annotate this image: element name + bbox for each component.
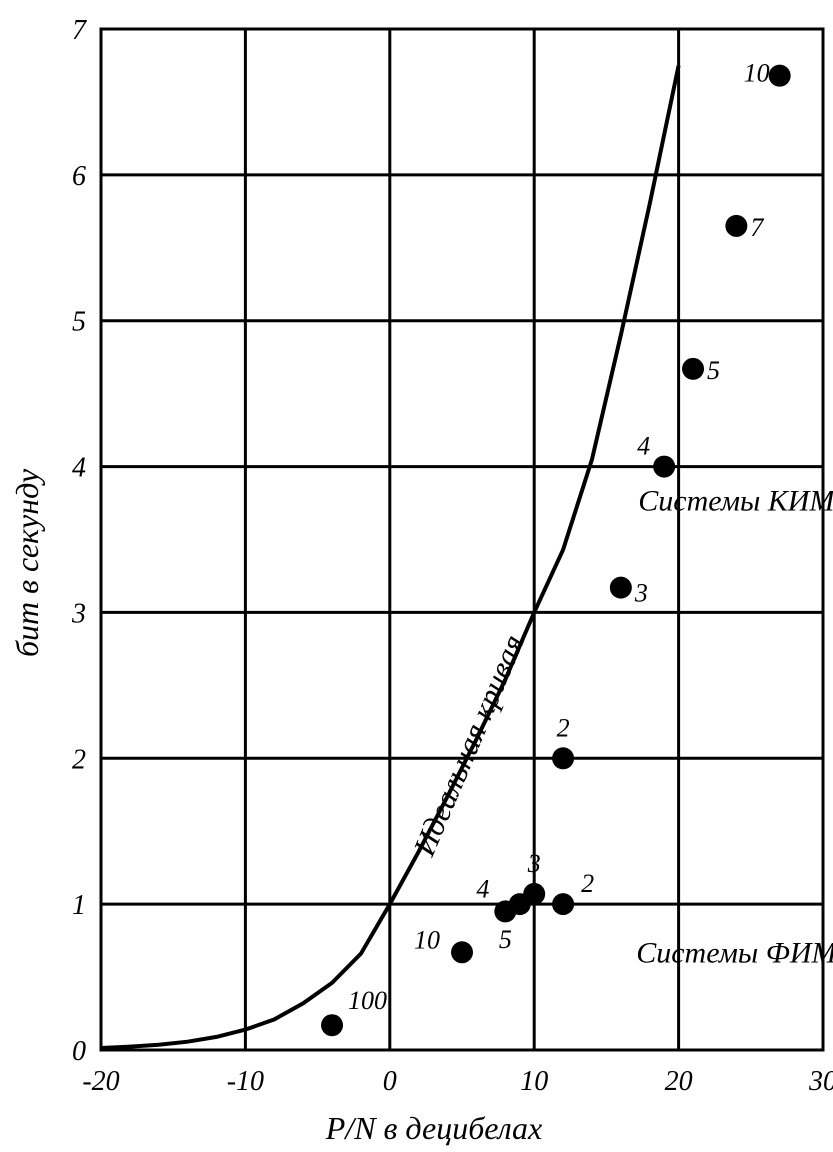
point-label: 5 [707,356,720,385]
data-point [552,893,575,916]
region-label: Системы ФИМ [636,936,833,969]
annotations: Системы КИМ Системы ФИМ 5 [499,484,833,969]
data-point [609,576,632,599]
y-tick-label: 7 [72,15,87,46]
point-label: 4 [476,874,489,903]
data-point [321,1014,344,1037]
y-axis-label: бит в секунду [9,468,45,657]
y-tick-label: 1 [72,890,86,921]
data-point [451,941,473,964]
data-point [768,64,791,87]
y-tick-label: 4 [72,453,86,484]
ideal-curve [100,65,681,1050]
point-label: 5 [499,925,512,954]
point-label: 3 [527,849,541,878]
grid [99,27,825,1052]
data-point [725,214,748,237]
data-point [494,900,517,923]
point-label: 3 [634,579,648,608]
point-label: 10 [414,925,440,954]
point-label: 2 [581,869,594,898]
x-tick-label: -20 [82,1066,119,1097]
y-tick-label: 6 [72,161,86,192]
x-tick-label: 20 [665,1066,693,1097]
data-point [682,357,705,380]
point-label: 2 [557,713,570,742]
y-tick-label: 3 [71,598,86,629]
y-tick-label: 0 [72,1036,86,1067]
plot-frame [99,27,825,1052]
point-label: 100 [348,986,387,1015]
y-tick-label: 5 [72,307,86,338]
x-tick-label: -10 [227,1066,264,1097]
data-point [653,455,676,478]
point-label: 4 [637,432,650,461]
tick-labels: -20-10010203001234567 [71,15,833,1097]
point-label: 7 [750,213,764,242]
x-tick-label: 10 [520,1066,548,1097]
y-tick-label: 2 [72,744,86,775]
x-axis-label: P/N в децибелах [325,1110,543,1146]
ideal-curve-label: Идеальная кривая [406,629,531,861]
data-point [552,747,575,770]
region-label: Системы КИМ [638,484,833,517]
x-tick-label: 30 [808,1066,833,1097]
x-tick-label: 0 [383,1066,397,1097]
point-label: 10 [744,59,770,88]
